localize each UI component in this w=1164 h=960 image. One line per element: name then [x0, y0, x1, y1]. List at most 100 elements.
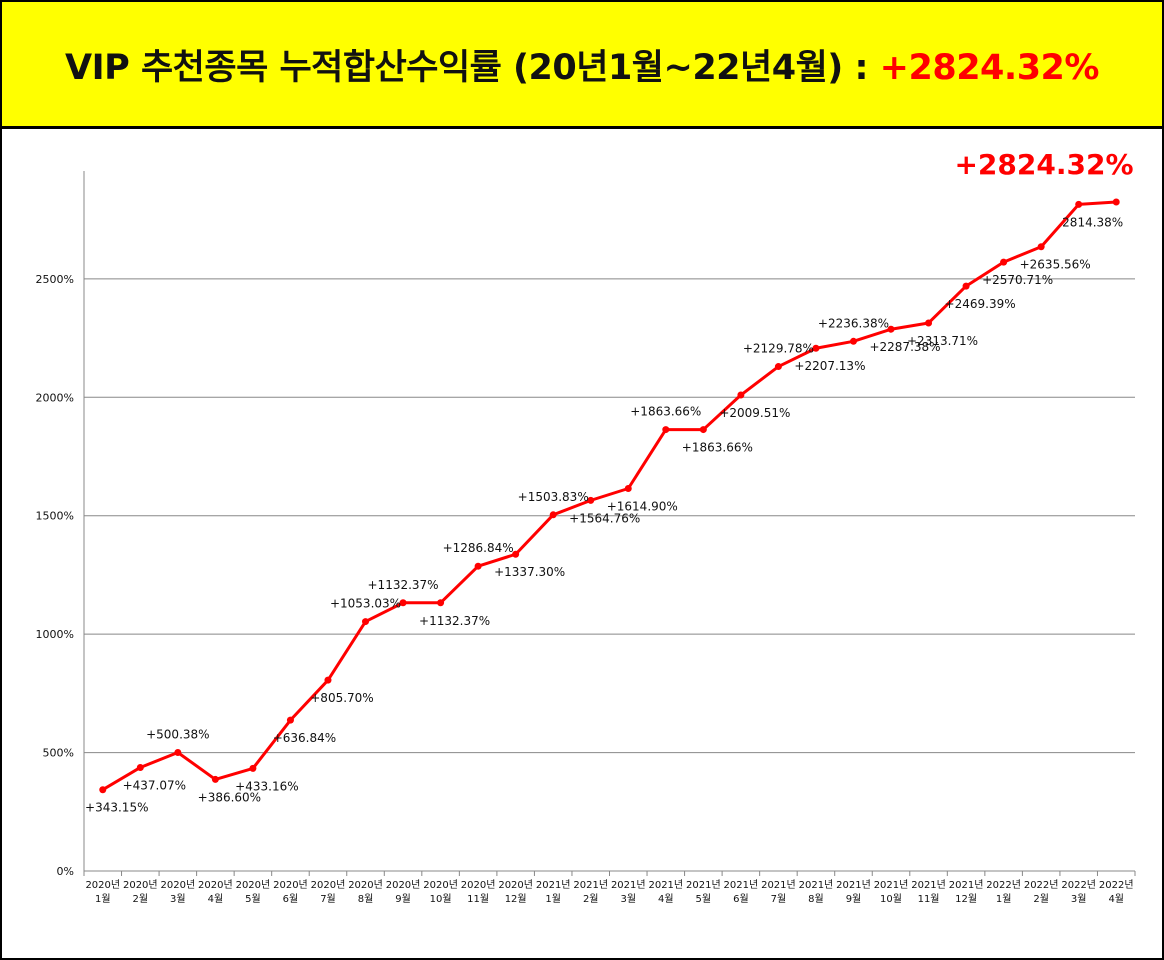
data-point	[174, 748, 182, 756]
x-tick-label-year: 2021년	[949, 879, 984, 891]
data-point	[699, 426, 707, 434]
data-point	[512, 550, 520, 558]
x-tick-label-month: 8월	[358, 893, 374, 905]
x-tick-label-year: 2021년	[799, 879, 834, 891]
x-tick-label-year: 2022년	[986, 879, 1021, 891]
x-tick-label-month: 4월	[1108, 893, 1124, 905]
chart-area: 0% 500% 1000% 1500% 2000% 2500% 2020년 1월 2020년 2월…	[2, 129, 1162, 958]
x-tick-label-month: 8월	[808, 893, 824, 905]
x-tick-label-year: 2022년	[1061, 879, 1096, 891]
x-tick-label-month: 1월	[996, 893, 1012, 905]
x-tick-label-year: 2020년	[498, 879, 533, 891]
data-point	[474, 562, 482, 570]
x-tick-label-year: 2021년	[724, 879, 759, 891]
y-tick-label: 1500%	[36, 510, 74, 523]
x-tick-label-year: 2021년	[573, 879, 608, 891]
data-label: +2129.78%	[743, 342, 814, 356]
data-label: +1053.03%	[330, 597, 401, 611]
data-point	[925, 319, 933, 327]
data-point	[362, 618, 370, 626]
x-tick-label-month: 3월	[620, 893, 636, 905]
x-tick-label-year: 2020년	[311, 879, 346, 891]
data-point	[624, 484, 632, 492]
data-point	[1075, 200, 1083, 208]
data-point	[1000, 258, 1008, 266]
chart-title: VIP 추천종목 누적합산수익률 (20년1월~22년4월) : +2824.3…	[65, 39, 1099, 90]
data-point	[587, 496, 595, 504]
x-tick-label-month: 12월	[505, 893, 527, 905]
data-point	[99, 786, 107, 794]
x-tick-label-month: 4월	[658, 893, 674, 905]
x-tick-label-year: 2020년	[461, 879, 496, 891]
data-label: +636.84%	[273, 731, 336, 745]
x-tick-label-month: 1월	[545, 893, 561, 905]
x-tick-label-year: 2022년	[1099, 879, 1134, 891]
data-point	[399, 599, 407, 607]
x-tick-label-year: 2021년	[761, 879, 796, 891]
y-tick-label: 1000%	[36, 628, 74, 641]
x-tick-label-year: 2020년	[161, 879, 196, 891]
x-tick-label-month: 3월	[1071, 893, 1087, 905]
data-label: +386.60%	[198, 790, 261, 804]
x-tick-label-year: 2021년	[874, 879, 909, 891]
x-tick-label-year: 2020년	[348, 879, 383, 891]
data-point	[549, 511, 557, 519]
line-chart: 0% 500% 1000% 1500% 2000% 2500% 2020년 1월 2020년 2월…	[36, 148, 1136, 905]
data-label: +1337.30%	[494, 565, 565, 579]
final-total-label: +2824.32%	[954, 148, 1133, 181]
data-point	[849, 337, 857, 345]
data-label: +2469.39%	[945, 297, 1016, 311]
x-tick-label-month: 4월	[208, 893, 224, 905]
data-label: +1286.84%	[443, 541, 514, 555]
data-label: +2236.38%	[818, 316, 889, 330]
x-tick-label-month: 1월	[95, 893, 111, 905]
x-tick-label-year: 2020년	[236, 879, 271, 891]
title-total: +2824.32%	[879, 47, 1100, 88]
x-tick-label-year: 2020년	[198, 879, 233, 891]
x-tick-label-year: 2021년	[836, 879, 871, 891]
data-label: +433.16%	[235, 779, 298, 793]
data-point	[1037, 243, 1045, 251]
x-tick-label-year: 2020년	[123, 879, 158, 891]
data-label: +1614.90%	[607, 499, 678, 513]
data-label: +2287.38%	[869, 340, 940, 354]
data-point	[324, 676, 332, 684]
data-label: +2313.71%	[907, 334, 978, 348]
series-line	[102, 200, 1117, 792]
x-tick-label-year: 2021년	[648, 879, 683, 891]
title-banner: VIP 추천종목 누적합산수익률 (20년1월~22년4월) : +2824.3…	[2, 2, 1162, 129]
data-label: +1863.66%	[682, 441, 753, 455]
x-tick-label-month: 9월	[395, 893, 411, 905]
data-label: +2570.71%	[982, 273, 1053, 287]
x-tick-label-month: 7월	[771, 893, 787, 905]
x-tick-label-month: 6월	[733, 893, 749, 905]
data-point	[437, 599, 445, 607]
x-tick-label-year: 2021년	[686, 879, 721, 891]
x-tick-label-year: 2020년	[386, 879, 421, 891]
x-tick-label-month: 11월	[467, 893, 489, 905]
x-tick-label-month: 2월	[1033, 893, 1049, 905]
data-point	[211, 775, 219, 783]
y-tick-label: 2500%	[36, 273, 74, 286]
data-point	[286, 716, 294, 724]
x-tick-label-month: 2월	[583, 893, 599, 905]
y-tick-label: 500%	[43, 747, 74, 760]
x-tick-label-month: 10월	[880, 893, 902, 905]
x-tick-label-year: 2022년	[1024, 879, 1059, 891]
data-label: +1132.37%	[419, 614, 490, 628]
data-point	[1112, 198, 1120, 206]
data-label: +2635.56%	[1020, 258, 1091, 272]
data-label: +343.15%	[85, 801, 148, 815]
x-tick-label-month: 2월	[133, 893, 149, 905]
x-tick-label-year: 2021년	[536, 879, 571, 891]
x-tick-label-year: 2020년	[423, 879, 458, 891]
x-tick-label-year: 2021년	[911, 879, 946, 891]
x-tick-label-year: 2021년	[611, 879, 646, 891]
data-point	[887, 325, 895, 333]
data-label: +1564.76%	[569, 511, 640, 525]
data-point	[812, 344, 820, 352]
data-point	[737, 391, 745, 399]
data-label: +1863.66%	[630, 405, 701, 419]
data-point	[136, 763, 144, 771]
x-tick-label-month: 7월	[320, 893, 336, 905]
